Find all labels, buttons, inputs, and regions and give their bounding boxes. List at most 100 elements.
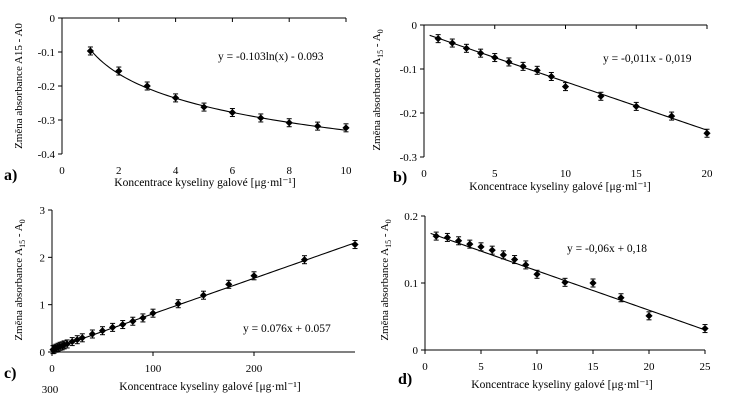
data-point — [491, 53, 499, 62]
data-point — [342, 124, 350, 132]
trend-line — [429, 34, 708, 131]
x-tick-label: 2 — [116, 165, 122, 177]
panel-a-ylabel: Změna absorbance A15 - A0 — [13, 23, 25, 149]
x-tick-label: 5 — [492, 168, 498, 180]
panel-a-letter: a) — [4, 167, 17, 184]
data-point — [477, 243, 485, 251]
y-tick-label: 0 — [412, 20, 418, 32]
panel-a-equation: y = -0.103ln(x) - 0.093 — [218, 51, 324, 63]
data-point — [250, 272, 258, 280]
x-tick-label: 0 — [422, 361, 428, 373]
data-point — [200, 103, 208, 111]
data-point — [547, 72, 555, 81]
y-tick-label: 2 — [40, 252, 46, 264]
data-point — [86, 47, 94, 55]
y-tick-label: 1 — [40, 300, 46, 312]
data-point — [533, 66, 541, 74]
y-tick-label: -0.4 — [38, 149, 56, 161]
data-point — [149, 309, 157, 317]
panel-a: Změna absorbance A15 - A0 y = -0.103ln(x… — [4, 13, 352, 189]
panel-b: Změna absorbance A15 - A0 y = -0,011x - … — [371, 20, 713, 193]
y-tick-label: 0.2 — [404, 211, 418, 223]
y-tick-label: 0 — [50, 13, 56, 25]
x-tick-label: 4 — [173, 165, 179, 177]
panel-c-letter: c) — [4, 365, 16, 382]
data-point — [455, 237, 463, 245]
data-point — [645, 312, 653, 320]
x-tick-label: 20 — [702, 168, 714, 180]
x-tick-label: 0 — [421, 168, 427, 180]
data-point — [519, 62, 527, 70]
data-point — [561, 83, 570, 91]
data-point — [63, 340, 71, 348]
y-tick-label: -0.1 — [400, 64, 417, 76]
data-point — [88, 330, 96, 338]
y-tick-label: -0.2 — [38, 81, 55, 93]
data-point — [499, 251, 507, 259]
data-point — [703, 129, 711, 137]
panel-a-xlabel: Koncentrace kyseliny galové [μg·ml⁻¹] — [114, 177, 295, 189]
y-tick-label: 0 — [40, 347, 46, 359]
panel-c-equation: y = 0.076x + 0.057 — [243, 323, 331, 335]
data-point — [448, 39, 456, 47]
panel-d-ylabel: Změna absorbance A15 - A0 — [379, 219, 393, 340]
data-point — [462, 44, 471, 52]
panel-c: Změna absorbance A15 - A0 y = 0.076x + 0… — [4, 205, 359, 396]
data-point — [225, 280, 233, 288]
panel-c-xlabel: Koncentrace kyseliny galové [μg·ml⁻¹] — [119, 381, 300, 393]
panel-d-equation: y = -0,06x + 0,18 — [567, 243, 647, 255]
x-tick-label: 200 — [246, 363, 263, 375]
data-point — [466, 240, 474, 248]
x-tick-label: 6 — [230, 165, 236, 177]
data-point — [505, 58, 513, 66]
panel-b-letter: b) — [393, 169, 407, 186]
y-tick-label: -0.1 — [38, 47, 55, 59]
data-point — [285, 119, 293, 127]
data-point — [443, 233, 451, 242]
x-tick-label: 25 — [700, 361, 712, 373]
y-tick-label: 0.1 — [404, 278, 418, 290]
panel-b-equation: y = -0,011x - 0,019 — [603, 53, 692, 65]
data-point — [199, 291, 208, 299]
panel-c-x-extra-label: 300 — [42, 384, 59, 396]
data-point — [617, 294, 625, 302]
panel-b-xlabel: Koncentrace kyseliny galové [μg·ml⁻¹] — [469, 181, 650, 193]
data-point — [632, 102, 640, 110]
x-tick-label: 5 — [478, 361, 484, 373]
y-tick-label: -0.3 — [400, 152, 418, 164]
panel-d: Změna absorbance A15 - A0 y = -0,06x + 0… — [379, 211, 711, 391]
y-tick-label: -0.2 — [400, 108, 417, 120]
data-point — [522, 261, 530, 269]
data-point — [300, 256, 309, 264]
x-tick-label: 15 — [588, 361, 600, 373]
panel-b-ylabel: Změna absorbance A15 - A0 — [371, 29, 385, 150]
data-point — [432, 232, 440, 240]
panel-c-ylabel: Změna absorbance A15 - A0 — [13, 219, 27, 340]
data-point — [668, 112, 676, 120]
data-point — [511, 255, 519, 264]
data-point — [488, 246, 496, 254]
data-point — [434, 35, 442, 43]
x-tick-label: 10 — [341, 165, 353, 177]
data-point — [139, 314, 147, 322]
data-point — [351, 240, 359, 249]
data-point — [109, 323, 117, 331]
x-tick-label: 10 — [532, 361, 544, 373]
x-tick-label: 100 — [145, 363, 162, 375]
x-tick-label: 10 — [560, 168, 572, 180]
trend-line — [89, 49, 347, 131]
y-tick-label: -0.3 — [38, 115, 56, 127]
data-point — [73, 336, 81, 344]
x-tick-label: 0 — [59, 165, 65, 177]
x-tick-label: 8 — [286, 165, 292, 177]
data-point — [314, 122, 322, 130]
data-point — [257, 114, 265, 122]
data-point — [172, 94, 180, 102]
data-point — [60, 341, 68, 349]
data-point — [98, 327, 107, 335]
x-tick-label: 20 — [644, 361, 656, 373]
data-point — [143, 82, 151, 90]
data-point — [477, 49, 485, 57]
data-point — [561, 278, 569, 286]
